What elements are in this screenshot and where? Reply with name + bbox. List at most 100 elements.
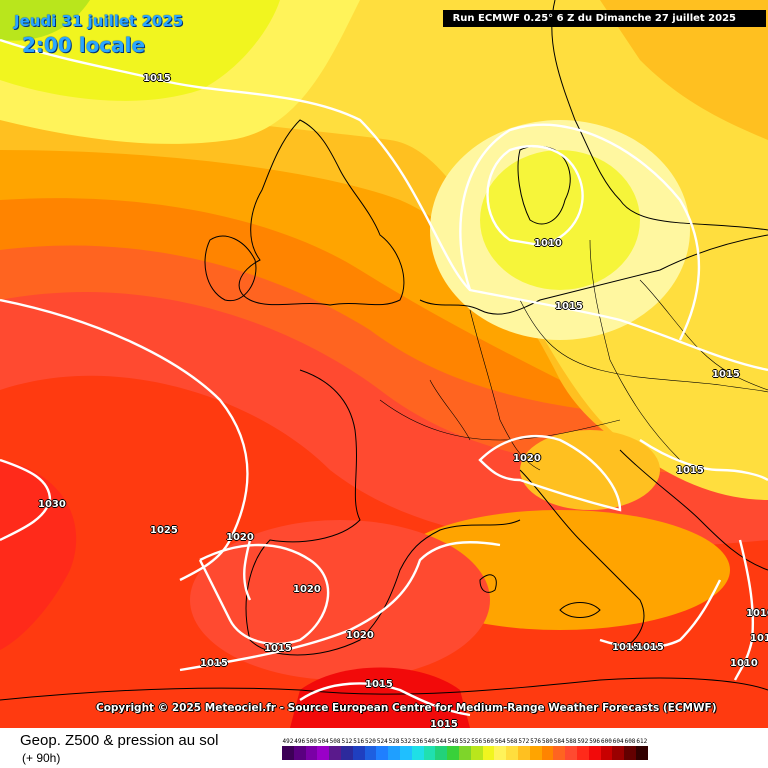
- scale-label: 536: [412, 738, 424, 745]
- scale-cell: 588: [565, 737, 577, 760]
- scale-cell: 520: [364, 737, 377, 760]
- isobar-label: 1015: [636, 642, 664, 653]
- scale-cell: 508: [329, 737, 341, 760]
- scale-cell: 572: [517, 737, 530, 760]
- isobar-label: 1015: [712, 369, 740, 380]
- forecast-map: [0, 0, 768, 728]
- band-552-baltic: [480, 150, 640, 290]
- scale-cell: 564: [494, 737, 507, 760]
- scale-swatch: [329, 746, 341, 760]
- scale-cell: 492: [282, 737, 294, 760]
- scale-label: 508: [329, 738, 341, 745]
- scale-cell: 592: [576, 737, 589, 760]
- scale-label: 564: [494, 738, 506, 745]
- scale-swatch: [447, 746, 459, 760]
- isobar-label: 1010: [730, 658, 758, 669]
- scale-label: 588: [565, 738, 577, 745]
- band-588-sw: [0, 460, 77, 650]
- isobar-label: 1010: [746, 608, 768, 619]
- scale-swatch: [482, 746, 495, 760]
- scale-swatch: [352, 746, 365, 760]
- isobar-1020-alps: [478, 434, 622, 512]
- isobar-1015-loop: [459, 123, 701, 341]
- scale-cell: 500: [305, 737, 318, 760]
- band-552: [0, 0, 280, 101]
- scale-label: 612: [636, 738, 648, 745]
- run-info: Run ECMWF 0.25° 6 Z du Dimanche 27 juill…: [442, 10, 766, 27]
- scale-swatch: [565, 746, 577, 760]
- scale-cell: 612: [635, 737, 648, 760]
- scale-cell: 540: [423, 737, 436, 760]
- isobar-1010-east: [733, 539, 755, 681]
- scale-label: 504: [317, 738, 329, 745]
- scale-label: 604: [612, 738, 624, 745]
- scale-label: 600: [600, 738, 612, 745]
- scale-swatch: [470, 746, 483, 760]
- scale-cell: 604: [612, 737, 625, 760]
- isobar-1015-south: [179, 541, 501, 672]
- scale-swatch: [576, 746, 589, 760]
- scale-label: 552: [459, 738, 471, 745]
- isobar-label: 1010: [534, 238, 562, 249]
- scale-label: 528: [388, 738, 400, 745]
- forecast-date: Jeudi 31 juillet 2025: [14, 12, 184, 30]
- scale-swatch: [624, 746, 636, 760]
- isobar-1010-low: [486, 145, 584, 247]
- scale-swatch: [317, 746, 330, 760]
- scale-swatch: [423, 746, 436, 760]
- scale-cell: 608: [624, 737, 636, 760]
- isobar-label: 1015: [200, 658, 228, 669]
- scale-swatch: [529, 746, 542, 760]
- scale-cell: 524: [376, 737, 389, 760]
- scale-cell: 596: [588, 737, 601, 760]
- scale-label: 568: [506, 738, 518, 745]
- scale-cell: 496: [293, 737, 306, 760]
- scale-cell: 600: [600, 737, 613, 760]
- product-title: Geop. Z500 & pression au sol: [20, 732, 219, 749]
- scale-label: 580: [542, 738, 553, 745]
- copyright-notice: Copyright © 2025 Meteociel.fr - Source E…: [96, 702, 717, 714]
- scale-cell: 552: [458, 737, 471, 760]
- scale-label: 524: [376, 738, 388, 745]
- scale-label: 572: [518, 738, 530, 745]
- isobar-1015-east: [639, 439, 768, 482]
- scale-label: 592: [577, 738, 589, 745]
- scale-label: 540: [424, 738, 435, 745]
- scale-swatch: [517, 746, 530, 760]
- color-scale-legend: 492 496 500 504 508 512 516 520 524 528 532 536 540 5…: [282, 737, 648, 760]
- isobar-label: 1015: [365, 679, 393, 690]
- isobar-1030: [0, 458, 52, 542]
- scale-label: 556: [471, 738, 483, 745]
- scale-swatch: [541, 746, 554, 760]
- scale-cell: 504: [317, 737, 330, 760]
- isobar-label: 1020: [346, 630, 374, 641]
- isobar-label: 1015: [676, 465, 704, 476]
- scale-label: 492: [282, 738, 294, 745]
- isobar-label: 1025: [150, 525, 178, 536]
- scale-label: 532: [400, 738, 412, 745]
- scale-cell: 548: [447, 737, 459, 760]
- isobar-label: 1030: [38, 499, 66, 510]
- band-576-iberia: [190, 520, 490, 680]
- scale-label: 496: [294, 738, 306, 745]
- scale-label: 500: [306, 738, 317, 745]
- scale-label: 544: [435, 738, 447, 745]
- scale-label: 584: [553, 738, 565, 745]
- isobar-label: 1015: [264, 643, 292, 654]
- scale-label: 516: [353, 738, 365, 745]
- scale-swatch: [506, 746, 518, 760]
- band-592-africa: [290, 667, 470, 728]
- scale-swatch: [282, 746, 294, 760]
- scale-swatch: [635, 746, 648, 760]
- isobar-label: 1020: [293, 584, 321, 595]
- scale-cell: 536: [411, 737, 424, 760]
- scale-swatch: [494, 746, 507, 760]
- isobar-label: 1015: [143, 73, 171, 84]
- scale-label: 512: [341, 738, 353, 745]
- scale-swatch: [411, 746, 424, 760]
- isobar-1025: [0, 298, 249, 582]
- scale-cell: 560: [482, 737, 495, 760]
- scale-swatch: [553, 746, 566, 760]
- scale-cell: 576: [529, 737, 542, 760]
- isobar-label: 1020: [226, 532, 254, 543]
